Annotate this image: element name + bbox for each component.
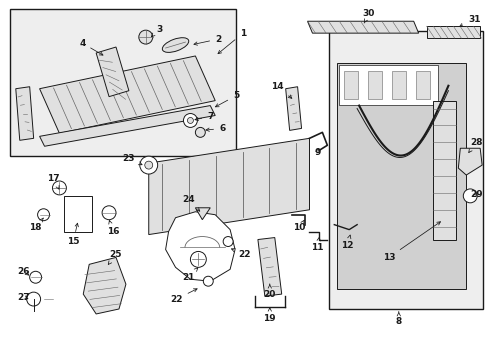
- Polygon shape: [40, 56, 215, 133]
- Circle shape: [30, 271, 41, 283]
- Text: 14: 14: [271, 82, 291, 98]
- Circle shape: [203, 276, 213, 286]
- Text: 22: 22: [170, 289, 197, 303]
- Ellipse shape: [162, 38, 188, 53]
- Circle shape: [223, 237, 233, 247]
- Circle shape: [190, 251, 206, 267]
- Text: 5: 5: [215, 91, 239, 107]
- Circle shape: [139, 30, 152, 44]
- Bar: [328, 31, 482, 309]
- Circle shape: [140, 156, 157, 174]
- Polygon shape: [83, 257, 126, 314]
- Text: 7: 7: [195, 112, 213, 121]
- Polygon shape: [307, 21, 418, 33]
- Text: 4: 4: [79, 39, 103, 55]
- Text: 19: 19: [263, 308, 276, 323]
- Text: 9: 9: [314, 148, 320, 157]
- Polygon shape: [96, 47, 129, 96]
- Circle shape: [38, 209, 49, 221]
- Polygon shape: [165, 212, 235, 281]
- Bar: [64, 196, 92, 231]
- Polygon shape: [426, 26, 479, 38]
- Text: 2: 2: [194, 35, 221, 45]
- Text: 27: 27: [18, 293, 30, 302]
- Circle shape: [52, 181, 66, 195]
- Polygon shape: [195, 208, 210, 220]
- Bar: [344, 71, 357, 99]
- Circle shape: [195, 127, 205, 137]
- Text: 15: 15: [67, 223, 80, 246]
- Bar: [10, 9, 236, 156]
- Text: 24: 24: [182, 195, 200, 211]
- Text: 11: 11: [310, 237, 323, 252]
- Circle shape: [144, 161, 152, 169]
- Circle shape: [183, 113, 197, 127]
- Text: 29: 29: [469, 190, 482, 199]
- Polygon shape: [457, 148, 481, 175]
- Text: 22: 22: [231, 249, 251, 259]
- Text: 13: 13: [382, 222, 440, 262]
- Text: 8: 8: [395, 312, 401, 327]
- Circle shape: [27, 292, 41, 306]
- Bar: [367, 71, 381, 99]
- Text: 10: 10: [293, 220, 305, 232]
- Circle shape: [187, 117, 193, 123]
- Polygon shape: [285, 87, 301, 130]
- Bar: [415, 71, 428, 99]
- Bar: [391, 71, 405, 99]
- Text: 25: 25: [108, 250, 122, 265]
- Circle shape: [102, 206, 116, 220]
- Text: 30: 30: [362, 9, 374, 23]
- Polygon shape: [432, 100, 455, 239]
- Text: 26: 26: [18, 267, 30, 276]
- Text: 31: 31: [459, 15, 480, 27]
- Bar: [339, 65, 438, 105]
- Text: 3: 3: [151, 25, 163, 37]
- Text: 28: 28: [468, 138, 482, 153]
- Text: 6: 6: [205, 124, 225, 133]
- Text: 20: 20: [263, 284, 275, 298]
- Polygon shape: [148, 138, 309, 235]
- Text: 23: 23: [122, 154, 142, 165]
- Bar: [337, 63, 466, 289]
- Polygon shape: [16, 87, 34, 140]
- Text: 16: 16: [106, 221, 119, 236]
- Text: 12: 12: [340, 235, 353, 250]
- Text: 21: 21: [182, 268, 198, 282]
- Polygon shape: [40, 105, 215, 146]
- Text: 1: 1: [218, 29, 245, 54]
- Circle shape: [462, 189, 476, 203]
- Text: 18: 18: [29, 218, 43, 232]
- Text: 17: 17: [47, 174, 60, 189]
- Polygon shape: [257, 238, 281, 296]
